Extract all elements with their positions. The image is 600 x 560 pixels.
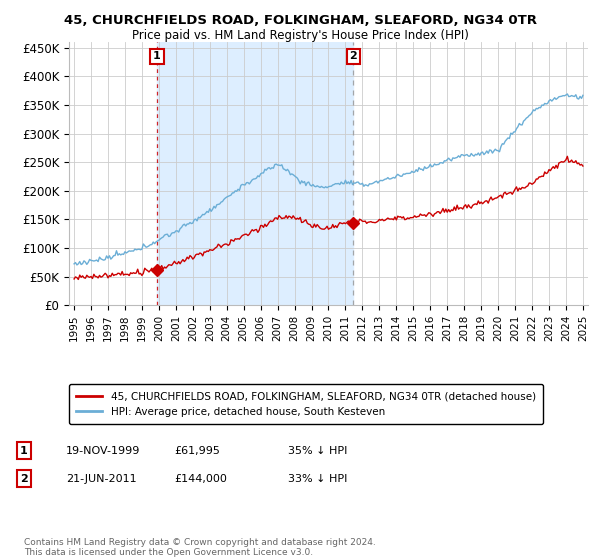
Bar [157,42,353,305]
Text: 45, CHURCHFIELDS ROAD, FOLKINGHAM, SLEAFORD, NG34 0TR: 45, CHURCHFIELDS ROAD, FOLKINGHAM, SLEAF… [64,14,536,27]
Text: 2: 2 [20,474,28,484]
Text: £144,000: £144,000 [174,474,227,484]
Text: 19-NOV-1999: 19-NOV-1999 [66,446,140,456]
Text: 21-JUN-2011: 21-JUN-2011 [66,474,137,484]
Text: 33% ↓ HPI: 33% ↓ HPI [288,474,347,484]
Legend: 45, CHURCHFIELDS ROAD, FOLKINGHAM, SLEAFORD, NG34 0TR (detached house), HPI: Ave: 45, CHURCHFIELDS ROAD, FOLKINGHAM, SLEAF… [69,384,543,424]
Text: 35% ↓ HPI: 35% ↓ HPI [288,446,347,456]
Text: Contains HM Land Registry data © Crown copyright and database right 2024.
This d: Contains HM Land Registry data © Crown c… [24,538,376,557]
Text: 1: 1 [20,446,28,456]
Text: 1: 1 [153,52,161,61]
Text: 2: 2 [350,52,358,61]
Text: Price paid vs. HM Land Registry's House Price Index (HPI): Price paid vs. HM Land Registry's House … [131,29,469,42]
Text: £61,995: £61,995 [174,446,220,456]
